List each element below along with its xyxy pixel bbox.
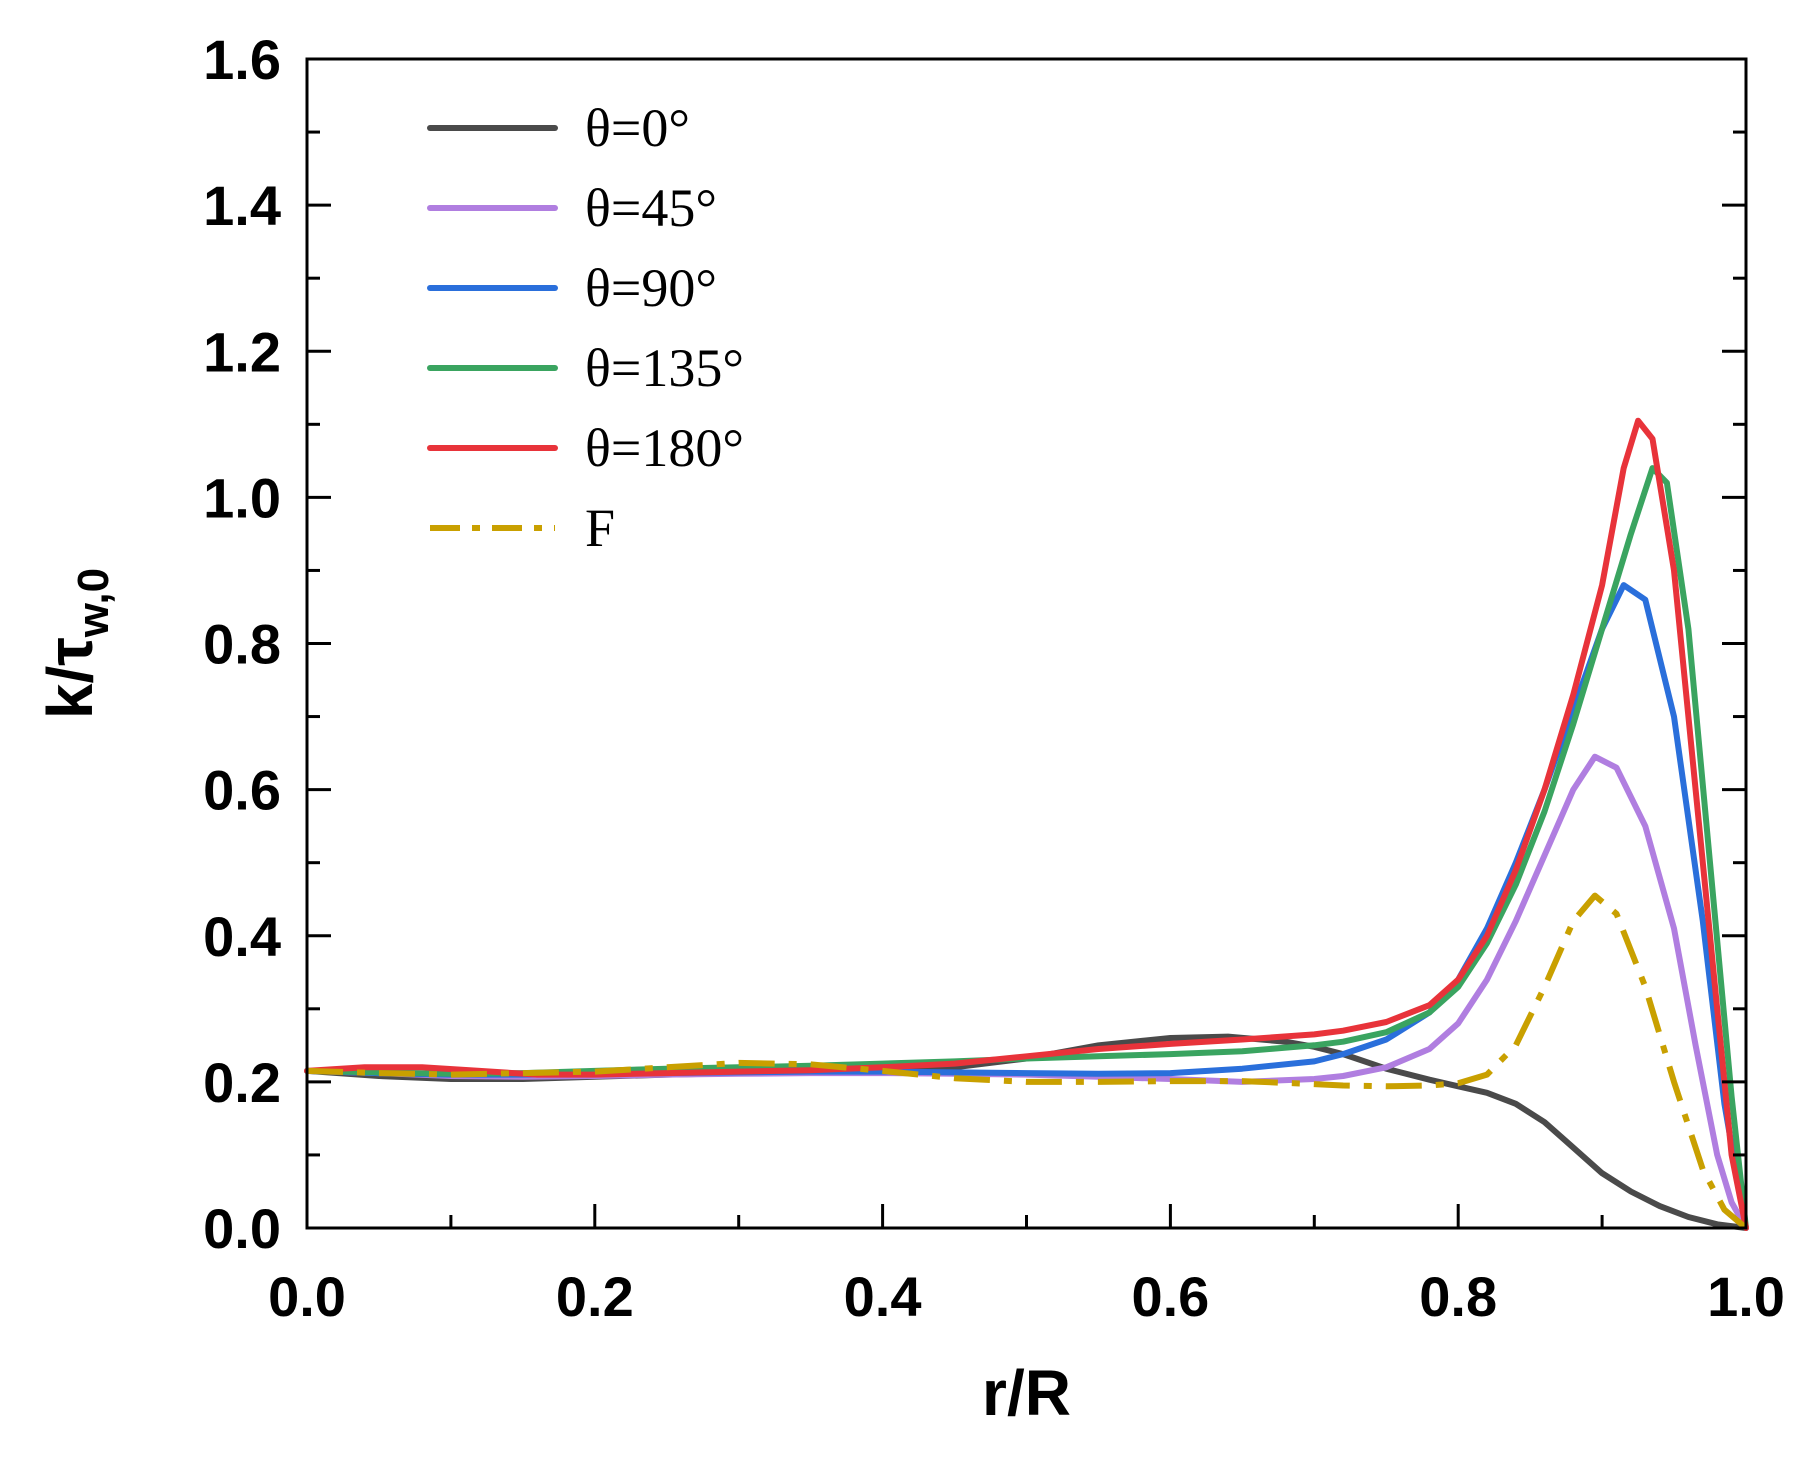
legend-label: θ=45° <box>585 178 717 238</box>
x-tick-label: 0.4 <box>844 1265 922 1328</box>
y-tick-label: 0.4 <box>203 905 281 968</box>
y-tick-label: 1.4 <box>203 174 281 237</box>
x-tick-label: 0.2 <box>556 1265 634 1328</box>
series-line-3 <box>304 465 1749 1231</box>
y-tick-label: 0.6 <box>203 759 281 822</box>
ticks-layer <box>305 57 1748 1230</box>
y-axis-title-main: k/τ <box>34 637 106 719</box>
y-tick-label: 1.6 <box>203 28 281 91</box>
y-tick-label: 1.0 <box>203 466 281 529</box>
legend: θ=0° θ=45° θ=90° θ=135° θ=180° F <box>427 98 744 558</box>
y-tick-label: 0.8 <box>203 613 281 676</box>
y-tick-label: 1.2 <box>203 320 281 383</box>
legend-label: F <box>585 498 615 558</box>
y-tick-label: 0.0 <box>203 1197 281 1260</box>
series-layer <box>304 417 1749 1231</box>
x-tick-label: 0.0 <box>268 1265 346 1328</box>
legend-label: θ=180° <box>585 418 744 478</box>
x-tick-label: 0.8 <box>1419 1265 1497 1328</box>
legend-label: θ=90° <box>585 258 717 318</box>
legend-label: θ=0° <box>585 98 690 158</box>
y-axis-title: k/τw,0 <box>34 568 118 719</box>
x-tick-labels: 0.0 0.2 0.4 0.6 0.8 1.0 <box>268 1265 1785 1328</box>
series-line-5 <box>306 892 1748 1231</box>
y-tick-labels: 0.0 0.2 0.4 0.6 0.8 1.0 1.2 1.4 1.6 <box>203 28 281 1260</box>
y-axis-title-subscript: w,0 <box>69 568 118 638</box>
series-line-4 <box>304 417 1749 1231</box>
x-axis-title: r/R <box>982 1357 1071 1429</box>
y-tick-label: 0.2 <box>203 1051 281 1114</box>
legend-label: θ=135° <box>585 338 744 398</box>
x-tick-label: 0.6 <box>1131 1265 1209 1328</box>
x-tick-label: 1.0 <box>1707 1265 1785 1328</box>
